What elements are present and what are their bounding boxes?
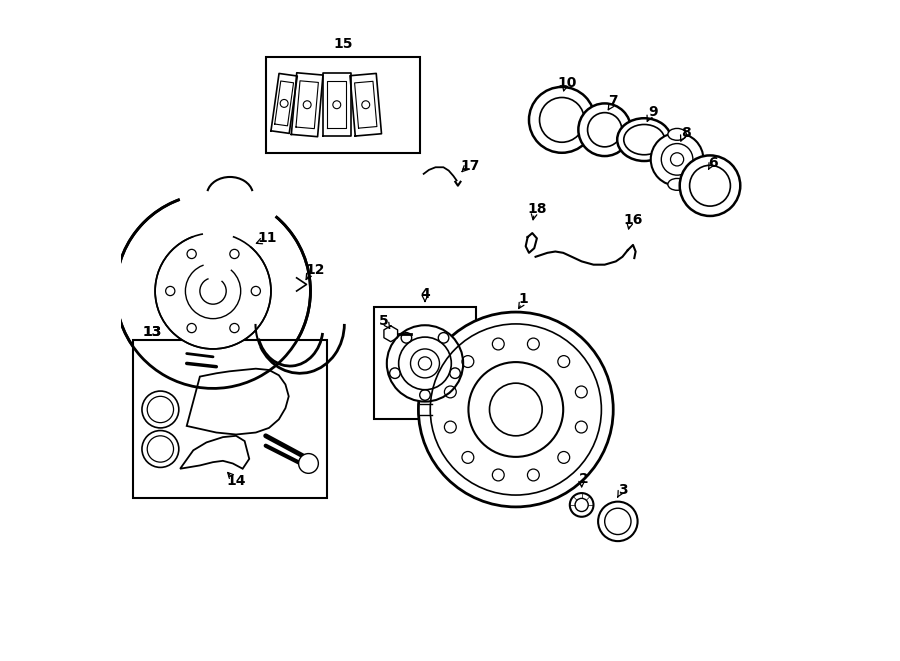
Circle shape	[579, 103, 631, 156]
Ellipse shape	[624, 124, 664, 155]
Circle shape	[662, 143, 693, 175]
Text: 9: 9	[648, 105, 658, 119]
Circle shape	[588, 112, 622, 147]
Text: 11: 11	[257, 231, 277, 245]
Text: 8: 8	[680, 126, 690, 140]
Circle shape	[529, 87, 595, 153]
Circle shape	[142, 430, 179, 467]
Text: 17: 17	[460, 159, 480, 173]
Circle shape	[490, 383, 542, 436]
Circle shape	[418, 312, 613, 507]
Text: 14: 14	[226, 473, 246, 488]
Text: 2: 2	[579, 471, 589, 486]
Circle shape	[570, 493, 593, 517]
Circle shape	[468, 362, 563, 457]
Text: 3: 3	[617, 483, 627, 497]
Ellipse shape	[668, 128, 687, 140]
Circle shape	[115, 194, 310, 389]
Text: 16: 16	[624, 213, 643, 227]
Circle shape	[299, 453, 319, 473]
Circle shape	[680, 155, 741, 216]
Circle shape	[399, 337, 451, 390]
Text: 12: 12	[305, 263, 325, 277]
Text: 6: 6	[708, 155, 718, 170]
Bar	[132, 340, 327, 498]
Circle shape	[598, 502, 637, 541]
Text: 13: 13	[143, 325, 162, 339]
Circle shape	[651, 133, 704, 186]
Circle shape	[689, 165, 731, 206]
Bar	[374, 307, 476, 419]
Text: 15: 15	[333, 37, 353, 51]
Circle shape	[410, 349, 439, 378]
Wedge shape	[178, 190, 278, 291]
Text: 13: 13	[143, 325, 162, 339]
Circle shape	[142, 391, 179, 428]
Circle shape	[155, 233, 271, 349]
Ellipse shape	[617, 118, 671, 161]
Text: 7: 7	[608, 95, 618, 108]
Circle shape	[387, 325, 464, 402]
Text: 10: 10	[557, 76, 577, 90]
Circle shape	[539, 97, 584, 142]
Bar	[266, 58, 420, 153]
Text: 18: 18	[527, 202, 546, 215]
Text: 1: 1	[518, 292, 528, 306]
Text: 4: 4	[420, 287, 430, 301]
Text: 5: 5	[379, 313, 389, 328]
Ellipse shape	[668, 178, 687, 190]
